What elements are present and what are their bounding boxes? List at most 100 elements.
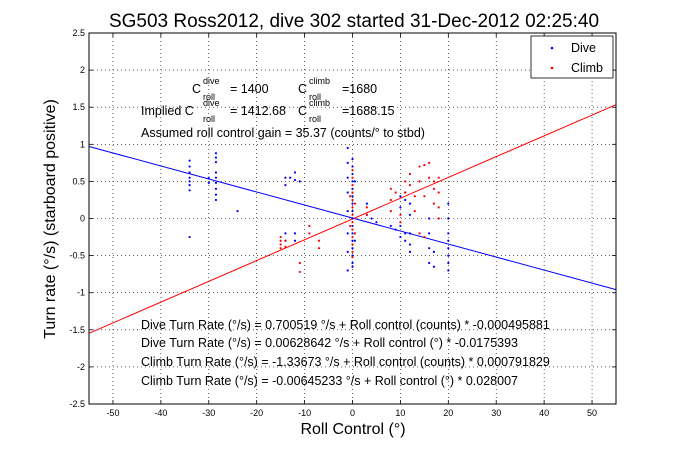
roll-gain-annotation: Assumed roll control gain = 35.37 (count…: [141, 126, 425, 140]
y-tick-label: 2: [80, 65, 85, 75]
c-climb-sup: climb: [309, 76, 330, 86]
data-point: [188, 235, 191, 239]
data-point: [351, 221, 354, 224]
data-point: [437, 217, 440, 220]
data-point: [399, 206, 402, 209]
data-point: [365, 206, 368, 209]
data-point: [346, 191, 349, 194]
implied-dive-sub: roll: [203, 114, 215, 124]
x-tick-label: 20: [443, 408, 453, 418]
data-point: [428, 232, 431, 235]
data-point: [346, 146, 349, 150]
implied-climb-sup: climb: [309, 98, 330, 108]
data-point: [351, 228, 354, 231]
data-point: [447, 254, 450, 257]
data-point: [351, 235, 354, 239]
data-point: [293, 171, 297, 174]
data-point: [188, 159, 191, 162]
data-point: [284, 176, 287, 179]
data-point: [214, 176, 218, 179]
fit-equations: Dive Turn Rate (°/s) = 0.700519 °/s + Ro…: [141, 318, 550, 388]
data-point: [214, 181, 218, 184]
data-point: [353, 239, 356, 242]
data-point: [408, 243, 412, 246]
data-point: [351, 195, 354, 198]
data-point: [351, 232, 354, 235]
x-tick-label: -10: [298, 408, 311, 418]
legend-climb-label: Climb: [571, 61, 603, 75]
data-point: [432, 265, 436, 268]
data-point: [293, 239, 297, 242]
data-point: [351, 243, 354, 246]
data-point: [413, 209, 416, 213]
data-point: [389, 209, 392, 213]
data-point: [308, 232, 311, 235]
data-point: [365, 213, 368, 216]
data-point: [298, 180, 301, 183]
x-tick-label: 40: [539, 408, 549, 418]
data-point: [279, 235, 282, 239]
data-point: [351, 247, 354, 250]
legend-climb-marker: [550, 66, 554, 70]
x-tick-label: -30: [202, 408, 215, 418]
y-tick-label: -1.5: [69, 325, 85, 335]
data-point: [353, 232, 356, 235]
climb-counts-equation: Climb Turn Rate (°/s) = -1.33673 °/s + R…: [141, 355, 550, 369]
data-point: [408, 213, 412, 216]
data-point: [418, 232, 421, 235]
data-point: [284, 184, 287, 187]
data-point: [284, 245, 287, 248]
y-tick-label: 0: [80, 214, 85, 224]
data-point: [188, 176, 191, 179]
data-point: [375, 221, 378, 224]
x-tick-label: 0: [350, 408, 355, 418]
data-point: [404, 239, 407, 242]
y-tick-label: -2.5: [69, 399, 85, 409]
data-point: [418, 180, 421, 183]
data-point: [408, 250, 412, 253]
data-point: [399, 224, 402, 228]
data-point: [346, 250, 349, 253]
data-point: [349, 195, 352, 198]
implied-climb-sub: roll: [309, 114, 321, 124]
data-point: [351, 217, 354, 220]
implied-label: Implied C: [141, 104, 194, 118]
data-point: [408, 172, 412, 176]
data-point: [279, 247, 282, 250]
data-point: [389, 224, 392, 228]
x-tick-label: -20: [250, 408, 263, 418]
data-point: [351, 172, 354, 176]
data-point: [418, 165, 421, 168]
data-point: [351, 239, 354, 242]
data-point: [346, 209, 349, 213]
data-point: [404, 198, 407, 202]
data-point: [293, 232, 297, 235]
implied-dive-value: = 1412.68: [230, 104, 286, 118]
data-point: [214, 152, 218, 155]
data-point: [346, 232, 349, 235]
data-point: [351, 213, 354, 216]
data-point: [351, 202, 354, 205]
legend-box: [530, 35, 614, 79]
data-point: [298, 270, 301, 274]
data-point: [404, 232, 407, 235]
data-point: [214, 198, 218, 202]
c-dive-value: = 1400: [230, 82, 269, 96]
x-tick-label: 50: [587, 408, 597, 418]
data-point: [399, 221, 402, 224]
data-point: [423, 195, 426, 198]
data-point: [353, 180, 356, 183]
implied-dive-sup: dive: [203, 98, 220, 108]
data-point: [214, 161, 218, 164]
c-dive-sub: roll: [203, 92, 215, 102]
data-point: [389, 198, 392, 202]
y-tick-label: -0.5: [69, 251, 85, 261]
data-point: [349, 224, 352, 228]
implied-climb-value: =1688.15: [342, 104, 395, 118]
legend-dive-marker: [550, 46, 554, 50]
data-point: [408, 202, 412, 205]
y-tick-label: 1: [80, 139, 85, 149]
y-tick-label: -2: [77, 362, 85, 372]
data-point: [428, 247, 431, 250]
